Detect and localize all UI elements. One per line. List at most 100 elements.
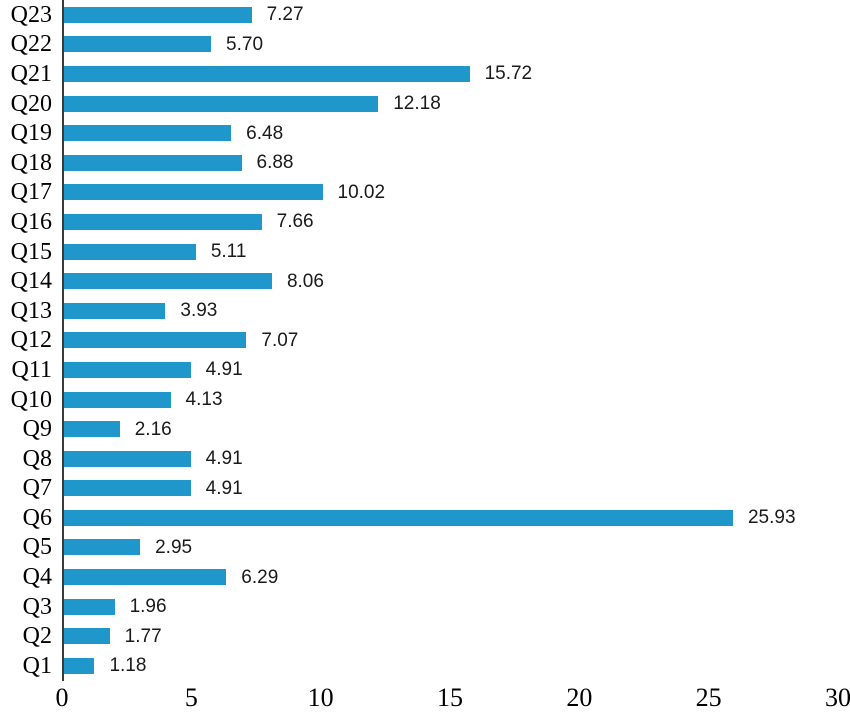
bar-track: 6.88 [62, 147, 838, 178]
category-label: Q12 [10, 327, 52, 354]
category-label: Q1 [22, 652, 52, 679]
value-label: 6.48 [246, 122, 284, 144]
category-label: Q2 [22, 623, 52, 650]
category-label: Q16 [10, 208, 52, 235]
value-label: 7.66 [276, 211, 314, 233]
bar-track: 7.27 [62, 0, 838, 30]
bar [64, 657, 95, 674]
bar-track: 7.66 [62, 207, 838, 237]
value-label: 6.88 [256, 152, 294, 174]
x-tick-label: 0 [55, 683, 69, 712]
category-label: Q14 [10, 268, 52, 295]
value-label: 2.16 [134, 418, 172, 440]
bar [64, 539, 141, 556]
bar [64, 6, 252, 23]
bar-row: Q9 2.16 [0, 414, 838, 444]
category-label: Q20 [10, 90, 52, 117]
value-label: 7.27 [266, 4, 304, 26]
bar-row: Q17 10.02 [0, 177, 838, 208]
bar [64, 332, 247, 349]
x-tick-label: 15 [437, 683, 463, 712]
bar-track: 25.93 [62, 503, 838, 533]
value-label: 6.29 [241, 566, 279, 588]
value-label: 5.11 [210, 241, 247, 263]
category-label: Q6 [22, 504, 52, 531]
category-label: Q23 [10, 1, 52, 28]
bar-track: 5.11 [62, 236, 838, 267]
bar [64, 273, 272, 290]
bar-track: 5.70 [62, 29, 838, 60]
bar [64, 125, 232, 142]
bar [64, 569, 227, 586]
category-label: Q22 [10, 31, 52, 58]
bar [64, 480, 191, 497]
bar [64, 421, 120, 438]
bar-row: Q12 7.07 [0, 325, 838, 356]
value-label: 1.96 [129, 596, 167, 618]
bar-track: 4.13 [62, 384, 838, 415]
bar-row: Q16 7.66 [0, 207, 838, 237]
value-label: 1.77 [124, 625, 162, 647]
bar [64, 628, 110, 645]
value-label: 4.13 [185, 389, 223, 411]
bar [64, 184, 323, 201]
x-tick-label: 20 [566, 683, 593, 712]
bar-row: Q18 6.88 [0, 147, 838, 178]
category-label: Q10 [10, 386, 52, 413]
bar-row: Q11 4.91 [0, 355, 838, 385]
value-label: 2.95 [155, 536, 193, 558]
category-label: Q15 [10, 238, 52, 265]
bar-row: Q10 4.13 [0, 384, 838, 415]
x-tick-label: 25 [695, 683, 722, 712]
category-label: Q19 [10, 120, 52, 147]
category-label: Q21 [10, 60, 52, 87]
bar-row: Q19 6.48 [0, 118, 838, 148]
bar-track: 3.93 [62, 295, 838, 326]
bar-track: 8.06 [62, 266, 838, 296]
value-label: 1.18 [109, 655, 147, 677]
value-label: 4.91 [205, 448, 243, 470]
bar-track: 1.18 [62, 651, 838, 681]
value-label: 4.91 [205, 477, 243, 499]
value-label: 5.70 [226, 33, 264, 55]
category-label: Q17 [10, 179, 52, 206]
bar-row: Q7 4.91 [0, 473, 838, 504]
bar-row: Q2 1.77 [0, 621, 838, 652]
bar-track: 6.29 [62, 562, 838, 592]
bar [64, 509, 733, 526]
value-label: 3.93 [180, 300, 218, 322]
bar-track: 1.77 [62, 621, 838, 652]
bar [64, 302, 166, 319]
bar-row: Q1 1.18 [0, 651, 838, 681]
value-label: 4.91 [205, 359, 243, 381]
category-label: Q13 [10, 297, 52, 324]
bar [64, 36, 212, 53]
category-label: Q8 [22, 445, 52, 472]
x-tick-label: 30 [825, 683, 850, 712]
category-label: Q18 [10, 149, 52, 176]
value-label: 7.07 [261, 329, 299, 351]
bar-row: Q14 8.06 [0, 266, 838, 296]
value-label: 10.02 [337, 181, 386, 203]
bar-row: Q20 12.18 [0, 88, 838, 119]
bar-track: 15.72 [62, 59, 838, 89]
bar [64, 598, 115, 615]
bar-row: Q13 3.93 [0, 295, 838, 326]
bar-track: 7.07 [62, 325, 838, 356]
bar-row: Q23 7.27 [0, 0, 838, 30]
category-label: Q9 [22, 416, 52, 443]
bar-track: 12.18 [62, 88, 838, 119]
bar-rows-container: Q23 7.27 Q22 5.70 Q21 15.72 Q20 12.18 Q19 6.48 Q18… [0, 0, 838, 681]
value-label: 8.06 [286, 270, 324, 292]
bar-row: Q6 25.93 [0, 503, 838, 533]
bar-track: 1.96 [62, 591, 838, 622]
bar-track: 10.02 [62, 177, 838, 208]
value-label: 12.18 [393, 93, 441, 115]
bar-row: Q15 5.11 [0, 236, 838, 267]
value-label: 15.72 [484, 63, 533, 85]
bar [64, 95, 379, 112]
bar-track: 6.48 [62, 118, 838, 148]
bar-track: 4.91 [62, 355, 838, 385]
category-label: Q4 [22, 564, 52, 591]
